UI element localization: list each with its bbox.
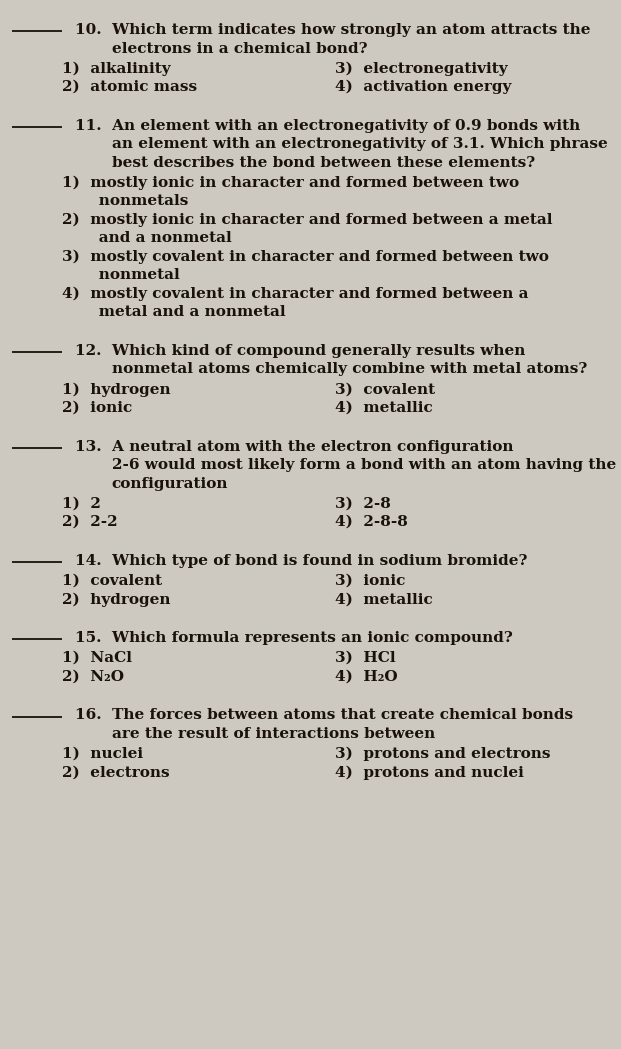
Text: 16.  The forces between atoms that create chemical bonds: 16. The forces between atoms that create… [75,708,573,723]
Text: nonmetal: nonmetal [62,269,180,282]
Text: 2)  hydrogen: 2) hydrogen [62,593,171,606]
Text: 4)  H₂O: 4) H₂O [335,669,398,684]
Text: 1)  alkalinity: 1) alkalinity [62,62,171,76]
Text: 10.  Which term indicates how strongly an atom attracts the: 10. Which term indicates how strongly an… [75,23,590,37]
Text: 4)  mostly covalent in character and formed between a: 4) mostly covalent in character and form… [62,286,528,301]
Text: and a nonmetal: and a nonmetal [62,231,232,245]
Text: 4)  metallic: 4) metallic [335,401,433,414]
Text: 2-6 would most likely form a bond with an atom having the: 2-6 would most likely form a bond with a… [112,458,616,472]
Text: 15.  Which formula represents an ionic compound?: 15. Which formula represents an ionic co… [75,631,512,645]
Text: 3)  mostly covalent in character and formed between two: 3) mostly covalent in character and form… [62,250,549,264]
Text: 4)  2-8-8: 4) 2-8-8 [335,515,408,529]
Text: 14.  Which type of bond is found in sodium bromide?: 14. Which type of bond is found in sodiu… [75,554,527,568]
Text: 2)  electrons: 2) electrons [62,765,170,779]
Text: 13.  A neutral atom with the electron configuration: 13. A neutral atom with the electron con… [75,440,513,453]
Text: 1)  hydrogen: 1) hydrogen [62,382,171,397]
Text: 4)  metallic: 4) metallic [335,593,433,606]
Text: 4)  activation energy: 4) activation energy [335,80,512,94]
Text: 4)  protons and nuclei: 4) protons and nuclei [335,765,524,779]
Text: 2)  ionic: 2) ionic [62,401,132,414]
Text: 3)  HCl: 3) HCl [335,651,396,665]
Text: 3)  covalent: 3) covalent [335,382,435,397]
Text: 2)  N₂O: 2) N₂O [62,669,124,684]
Text: 1)  mostly ionic in character and formed between two: 1) mostly ionic in character and formed … [62,176,519,190]
Text: 12.  Which kind of compound generally results when: 12. Which kind of compound generally res… [75,344,525,358]
Text: 2)  2-2: 2) 2-2 [62,515,118,529]
Text: 1)  NaCl: 1) NaCl [62,651,132,665]
Text: electrons in a chemical bond?: electrons in a chemical bond? [112,42,367,56]
Text: 3)  electronegativity: 3) electronegativity [335,62,508,76]
Text: metal and a nonmetal: metal and a nonmetal [62,305,286,319]
Text: an element with an electronegativity of 3.1. Which phrase: an element with an electronegativity of … [112,137,607,151]
Text: 1)  nuclei: 1) nuclei [62,747,143,761]
Text: 3)  protons and electrons: 3) protons and electrons [335,747,551,762]
Text: 3)  ionic: 3) ionic [335,574,406,587]
Text: best describes the bond between these elements?: best describes the bond between these el… [112,155,535,170]
Text: 2)  atomic mass: 2) atomic mass [62,80,197,94]
Text: configuration: configuration [112,476,229,491]
Text: 11.  An element with an electronegativity of 0.9 bonds with: 11. An element with an electronegativity… [75,119,580,133]
Text: 1)  covalent: 1) covalent [62,574,162,587]
Text: 3)  2-8: 3) 2-8 [335,496,391,511]
Text: are the result of interactions between: are the result of interactions between [112,727,435,741]
Text: 2)  mostly ionic in character and formed between a metal: 2) mostly ionic in character and formed … [62,213,553,227]
Text: 1)  2: 1) 2 [62,496,101,511]
Text: nonmetals: nonmetals [62,194,189,208]
Text: nonmetal atoms chemically combine with metal atoms?: nonmetal atoms chemically combine with m… [112,362,587,377]
